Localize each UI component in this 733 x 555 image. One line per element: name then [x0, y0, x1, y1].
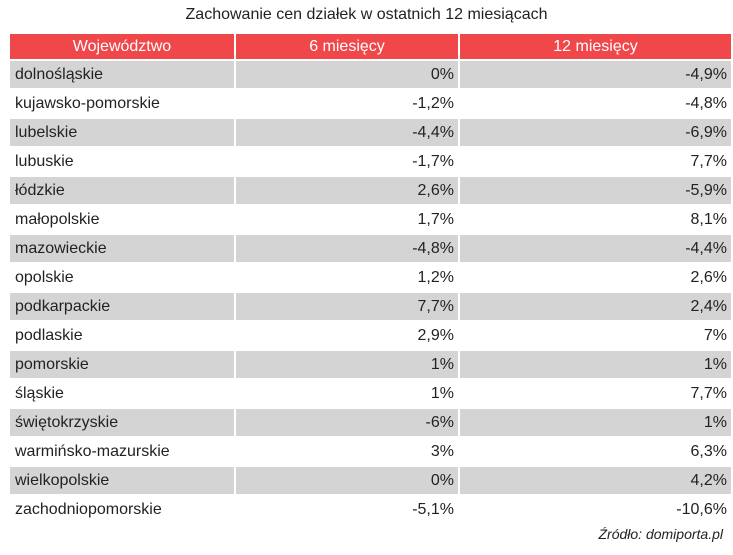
region-cell: dolnośląskie — [10, 61, 234, 88]
six-month-cell: -4,4% — [236, 119, 458, 146]
table-row: małopolskie 1,7% 8,1% — [10, 206, 731, 233]
six-month-cell: 1% — [236, 351, 458, 378]
twelve-month-cell: 7% — [703, 326, 727, 344]
twelve-month-cell: -4,8% — [685, 94, 727, 112]
region-cell: wielkopolskie — [10, 467, 234, 494]
table-row: lubuskie -1,7% 7,7% — [10, 148, 731, 175]
twelve-month-cell: -6,9% — [460, 119, 731, 146]
table-row: warmińsko-mazurskie 3% 6,3% — [10, 438, 731, 465]
table-row: opolskie 1,2% 2,6% — [10, 264, 731, 291]
region-cell: podkarpackie — [10, 293, 234, 320]
six-month-cell: -1,2% — [412, 94, 454, 112]
region-cell: kujawsko-pomorskie — [15, 94, 160, 112]
six-month-cell: -5,1% — [412, 500, 454, 518]
six-month-cell: -1,7% — [412, 152, 454, 170]
table-row: pomorskie 1% 1% — [10, 351, 731, 378]
twelve-month-cell: 2,6% — [690, 268, 727, 286]
region-cell: pomorskie — [10, 351, 234, 378]
table-row: lubelskie -4,4% -6,9% — [10, 119, 731, 146]
region-cell: warmińsko-mazurskie — [15, 442, 170, 460]
region-cell: śląskie — [15, 384, 64, 402]
six-month-cell: 0% — [236, 467, 458, 494]
region-cell: opolskie — [15, 268, 74, 286]
region-cell: łódzkie — [10, 177, 234, 204]
header-6-months: 6 miesięcy — [236, 34, 458, 59]
twelve-month-cell: -4,9% — [460, 61, 731, 88]
twelve-month-cell: 4,2% — [460, 467, 731, 494]
twelve-month-cell: 7,7% — [690, 152, 727, 170]
six-month-cell: 1,2% — [417, 268, 454, 286]
six-month-cell: 7,7% — [236, 293, 458, 320]
source-note: Źródło: domiporta.pl — [598, 526, 723, 542]
twelve-month-cell: 8,1% — [690, 210, 727, 228]
table-row: mazowieckie -4,8% -4,4% — [10, 235, 731, 262]
six-month-cell: 2,9% — [417, 326, 454, 344]
twelve-month-cell: -4,4% — [460, 235, 731, 262]
six-month-cell: 0% — [236, 61, 458, 88]
region-cell: lubelskie — [10, 119, 234, 146]
twelve-month-cell: 1% — [460, 409, 731, 436]
table-row: śląskie 1% 7,7% — [10, 380, 731, 407]
region-cell: zachodniopomorskie — [15, 500, 162, 518]
table-row: podkarpackie 7,7% 2,4% — [10, 293, 731, 320]
header-row: Województwo 6 miesięcy 12 miesięcy — [10, 34, 731, 59]
region-cell: małopolskie — [15, 210, 100, 228]
twelve-month-cell: 2,4% — [460, 293, 731, 320]
six-month-cell: 2,6% — [236, 177, 458, 204]
table-row: podlaskie 2,9% 7% — [10, 322, 731, 349]
table-row: łódzkie 2,6% -5,9% — [10, 177, 731, 204]
table-row: świętokrzyskie -6% 1% — [10, 409, 731, 436]
six-month-cell: 1% — [430, 384, 454, 402]
six-month-cell: 3% — [430, 442, 454, 460]
table-row: zachodniopomorskie -5,1% -10,6% — [10, 496, 731, 523]
table-title: Zachowanie cen działek w ostatnich 12 mi… — [185, 6, 548, 23]
price-table: Województwo 6 miesięcy 12 miesięcy dolno… — [8, 32, 733, 525]
table-row: kujawsko-pomorskie -1,2% -4,8% — [10, 90, 731, 117]
table-row: dolnośląskie 0% -4,9% — [10, 61, 731, 88]
twelve-month-cell: 6,3% — [690, 442, 727, 460]
twelve-month-cell: -10,6% — [676, 500, 727, 518]
table-body: dolnośląskie 0% -4,9% kujawsko-pomorskie -1,… — [10, 61, 731, 523]
region-cell: podlaskie — [15, 326, 83, 344]
header-12-months: 12 miesięcy — [460, 34, 731, 59]
six-month-cell: -4,8% — [236, 235, 458, 262]
twelve-month-cell: 7,7% — [690, 384, 727, 402]
twelve-month-cell: 1% — [460, 351, 731, 378]
header-region: Województwo — [10, 34, 234, 59]
table-row: wielkopolskie 0% 4,2% — [10, 467, 731, 494]
region-cell: lubuskie — [15, 152, 74, 170]
region-cell: świętokrzyskie — [10, 409, 234, 436]
twelve-month-cell: -5,9% — [460, 177, 731, 204]
region-cell: mazowieckie — [10, 235, 234, 262]
six-month-cell: 1,7% — [417, 210, 454, 228]
six-month-cell: -6% — [236, 409, 458, 436]
